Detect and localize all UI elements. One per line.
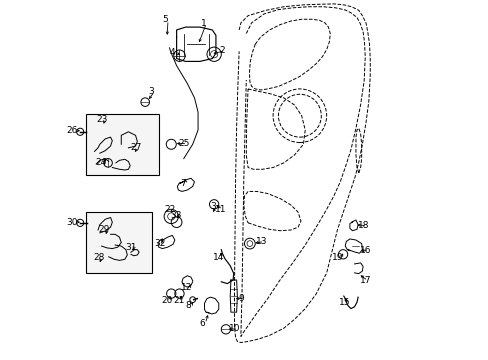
Text: 14: 14	[213, 253, 224, 262]
Text: 9: 9	[238, 294, 244, 303]
Text: 13: 13	[255, 237, 267, 246]
Text: 7: 7	[180, 179, 185, 188]
Bar	[85, 114, 159, 175]
Text: 8: 8	[185, 301, 190, 310]
Text: 10: 10	[228, 324, 240, 333]
Text: 27: 27	[130, 143, 141, 152]
Text: 3: 3	[148, 87, 154, 96]
Text: 30: 30	[66, 218, 78, 227]
Text: 17: 17	[359, 276, 370, 285]
Text: 23: 23	[97, 116, 108, 125]
Text: 33: 33	[170, 211, 181, 220]
Text: 28: 28	[93, 253, 104, 262]
Text: 22: 22	[164, 205, 176, 214]
Text: 32: 32	[154, 239, 165, 248]
Text: 2: 2	[219, 46, 224, 55]
Text: 5: 5	[162, 15, 168, 24]
Text: 24: 24	[95, 158, 106, 167]
Text: 20: 20	[161, 296, 172, 305]
Bar	[85, 212, 151, 273]
Text: 11: 11	[214, 205, 225, 214]
Text: 3: 3	[210, 202, 216, 211]
Text: 15: 15	[338, 298, 349, 307]
Text: 6: 6	[199, 319, 205, 328]
Text: 16: 16	[360, 246, 371, 255]
Text: 12: 12	[181, 283, 192, 292]
Text: 26: 26	[66, 126, 78, 135]
Text: 31: 31	[125, 243, 137, 252]
Text: 1: 1	[200, 19, 206, 28]
Text: 29: 29	[99, 225, 110, 234]
Text: 25: 25	[179, 139, 190, 148]
Text: 4: 4	[169, 48, 175, 57]
Text: 21: 21	[173, 296, 185, 305]
Text: 18: 18	[358, 221, 369, 230]
Text: 19: 19	[332, 253, 343, 262]
